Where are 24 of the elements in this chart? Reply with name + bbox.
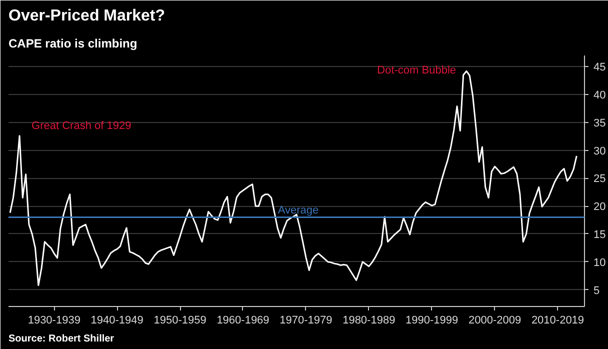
x-tick-label: 1950-1959 bbox=[154, 314, 206, 326]
x-tick-label: 1980-1989 bbox=[342, 314, 396, 326]
y-tick-label: 15 bbox=[594, 228, 606, 241]
x-tick-label: 1990-1999 bbox=[406, 314, 458, 326]
x-tick-label: 2010-2019 bbox=[531, 314, 584, 326]
chart-title: Over-Priced Market? bbox=[8, 8, 166, 24]
chart-subtitle: CAPE ratio is climbing bbox=[8, 36, 138, 50]
y-tick-label: 10 bbox=[594, 256, 606, 269]
x-tick-label: 2000-2009 bbox=[468, 314, 522, 326]
y-tick-label: 35 bbox=[594, 117, 606, 130]
x-tick-label: 1940-1949 bbox=[90, 314, 144, 326]
y-tick-label: 25 bbox=[594, 173, 606, 186]
x-tick-label: 1970-1979 bbox=[280, 314, 332, 326]
annotation: Dot-com Bubble bbox=[377, 64, 456, 77]
y-tick-label: 30 bbox=[594, 145, 606, 158]
y-tick-label: 45 bbox=[594, 62, 606, 74]
y-tick-label: 20 bbox=[594, 201, 606, 214]
y-tick-label: 40 bbox=[594, 90, 606, 102]
x-tick-label: 1930-1939 bbox=[28, 314, 80, 326]
source-note: Source: Robert Shiller bbox=[8, 334, 114, 344]
x-tick-label: 1960-1969 bbox=[216, 314, 270, 326]
annotation: Great Crash of 1929 bbox=[32, 120, 132, 132]
ref-line-label: Average bbox=[278, 204, 319, 216]
y-tick-label: 5 bbox=[594, 284, 600, 297]
